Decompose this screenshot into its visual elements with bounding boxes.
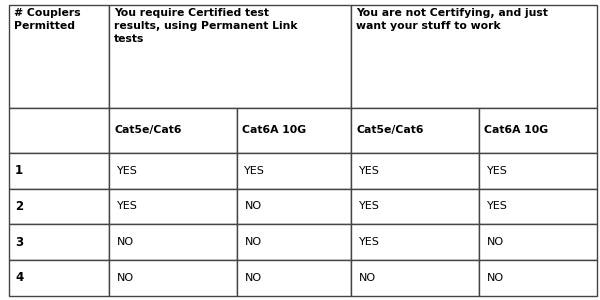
Text: NO: NO (244, 237, 262, 247)
Bar (9, 108, 109, 153)
Text: Cat6A 10G: Cat6A 10G (242, 125, 306, 135)
Text: YES: YES (359, 201, 379, 212)
Bar (109, 189, 237, 224)
Bar (479, 260, 597, 296)
Bar (9, 224, 109, 260)
Text: 2: 2 (15, 200, 23, 213)
Text: You require Certified test
results, using Permanent Link
tests: You require Certified test results, usin… (114, 8, 298, 44)
Text: NO: NO (116, 273, 134, 283)
Bar (9, 153, 109, 189)
Text: YES: YES (116, 166, 137, 176)
Text: NO: NO (244, 201, 262, 212)
Text: NO: NO (359, 273, 376, 283)
Bar (352, 153, 479, 189)
Bar (352, 260, 479, 296)
Text: Cat5e/Cat6: Cat5e/Cat6 (114, 125, 182, 135)
Bar (109, 153, 237, 189)
Text: 3: 3 (15, 236, 23, 248)
Text: Cat5e/Cat6: Cat5e/Cat6 (356, 125, 424, 135)
Text: 1: 1 (15, 164, 23, 177)
Bar (479, 189, 597, 224)
Bar (352, 224, 479, 260)
Bar (109, 260, 237, 296)
Text: # Couplers
Permitted: # Couplers Permitted (14, 8, 80, 31)
Bar (479, 108, 597, 153)
Text: YES: YES (487, 201, 508, 212)
Bar (109, 224, 237, 260)
Text: NO: NO (487, 237, 504, 247)
Bar (237, 108, 352, 153)
Bar (9, 260, 109, 296)
Bar (9, 189, 109, 224)
Bar (109, 4, 352, 108)
Bar (479, 224, 597, 260)
Text: YES: YES (359, 237, 379, 247)
Bar (352, 4, 597, 108)
Text: NO: NO (244, 273, 262, 283)
Bar (9, 4, 109, 108)
Bar (109, 108, 237, 153)
Text: NO: NO (116, 237, 134, 247)
Bar (237, 224, 352, 260)
Text: Cat6A 10G: Cat6A 10G (484, 125, 548, 135)
Bar (237, 260, 352, 296)
Text: 4: 4 (15, 271, 23, 284)
Text: YES: YES (359, 166, 379, 176)
Text: YES: YES (244, 166, 265, 176)
Bar (237, 153, 352, 189)
Text: YES: YES (487, 166, 508, 176)
Bar (237, 189, 352, 224)
Text: You are not Certifying, and just
want your stuff to work: You are not Certifying, and just want yo… (356, 8, 548, 31)
Text: NO: NO (487, 273, 504, 283)
Bar (352, 108, 479, 153)
Bar (352, 189, 479, 224)
Text: YES: YES (116, 201, 137, 212)
Bar (479, 153, 597, 189)
